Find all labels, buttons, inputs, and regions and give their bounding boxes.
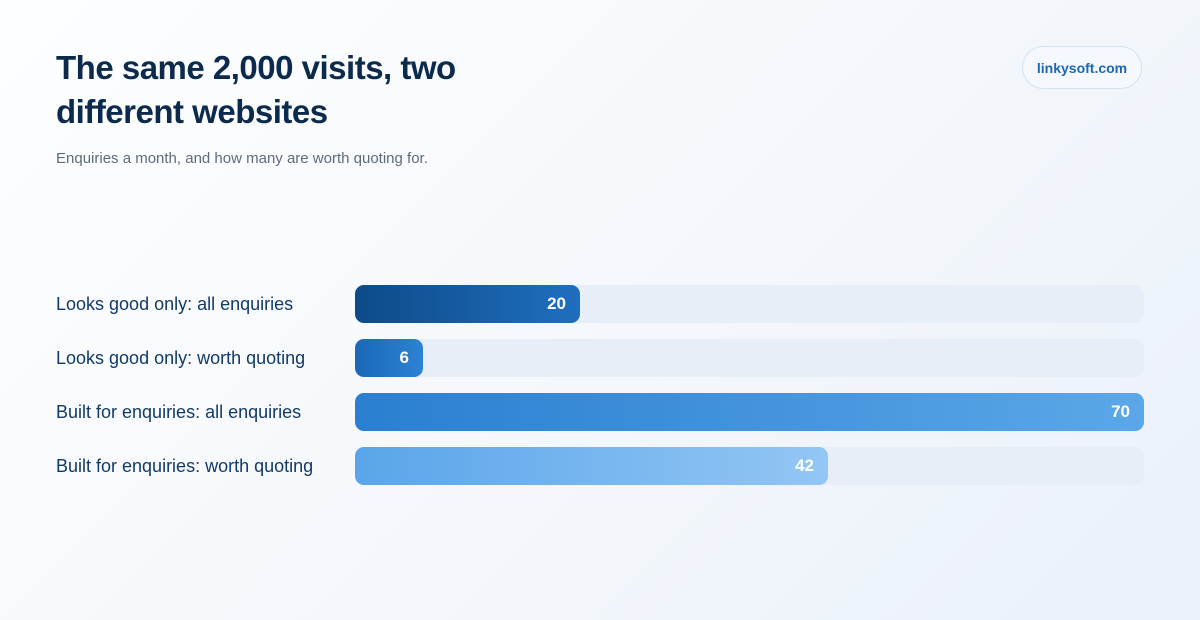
bar: 20 — [355, 285, 580, 323]
bar-value-label: 6 — [399, 348, 409, 367]
bar-value-label: 42 — [795, 456, 814, 475]
bar: 70 — [355, 393, 1144, 431]
bar-category-label: Built for enquiries: all enquiries — [56, 402, 302, 422]
bar-track: 6 — [355, 339, 1144, 377]
bar-value-label: 70 — [1111, 402, 1130, 421]
bar-row: Built for enquiries: all enquiries 70 — [56, 393, 1144, 431]
bar-value-label: 20 — [547, 294, 566, 313]
bar-category-label: Looks good only: all enquiries — [56, 294, 294, 314]
bar-row: Looks good only: all enquiries 20 — [56, 285, 1144, 323]
bar-row: Built for enquiries: worth quoting 42 — [56, 447, 1144, 485]
bar-category-label: Built for enquiries: worth quoting — [56, 456, 314, 476]
bar-track: 20 — [355, 285, 1144, 323]
bar-category-label: Looks good only: worth quoting — [56, 348, 306, 368]
bar-track: 42 — [355, 447, 1144, 485]
chart-subtitle: Enquiries a month, and how many are wort… — [56, 150, 428, 167]
bar-track: 70 — [355, 393, 1144, 431]
brand-link[interactable]: linkysoft.com — [1022, 46, 1142, 89]
chart-title: The same 2,000 visits, two different web… — [56, 49, 456, 130]
bar-row: Looks good only: worth quoting 6 — [56, 339, 1144, 377]
bar: 42 — [355, 447, 828, 485]
bar: 6 — [355, 339, 423, 377]
